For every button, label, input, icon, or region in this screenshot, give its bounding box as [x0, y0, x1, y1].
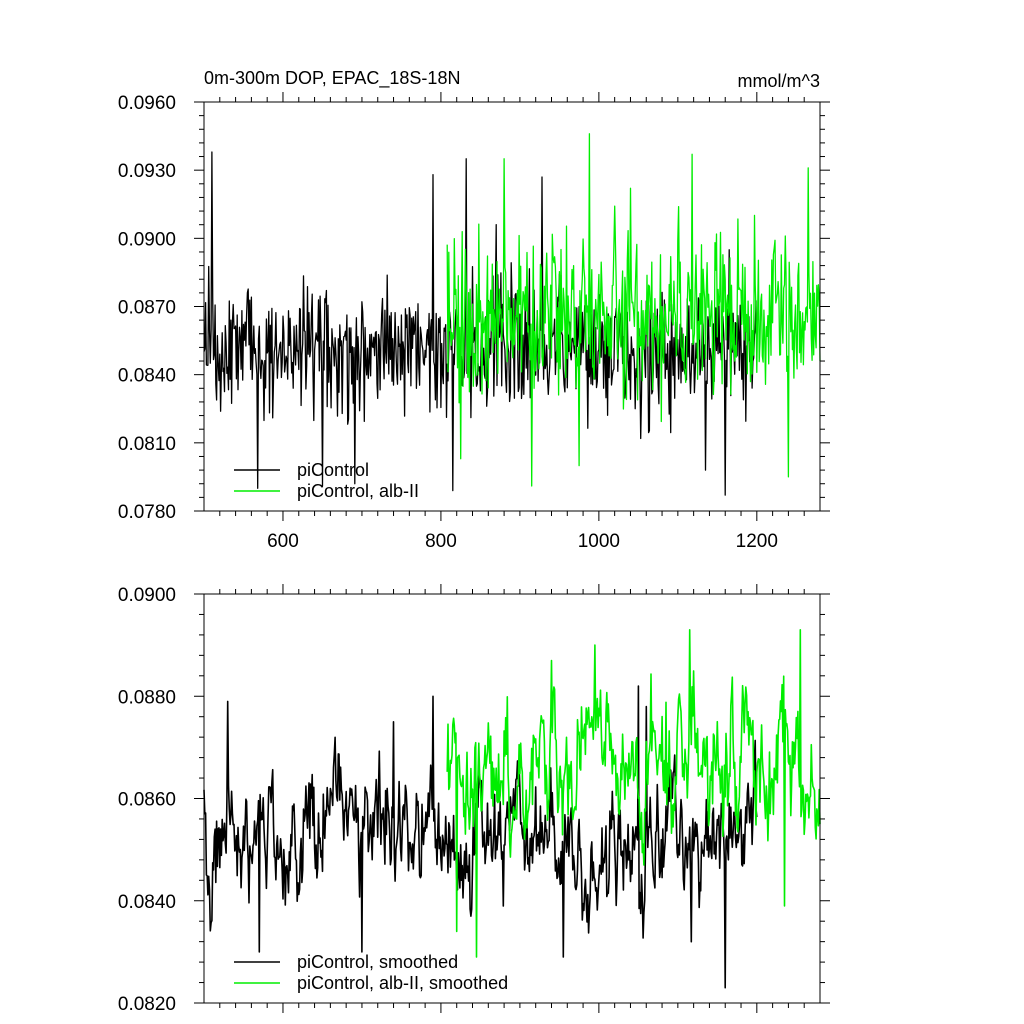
legend-label-alb-ii: piControl, alb-II	[297, 481, 419, 501]
x-tick-label: 1200	[736, 531, 778, 552]
y-tick-label: 0.0840	[118, 892, 176, 913]
y-tick-label: 0.0880	[118, 687, 176, 708]
legend-label-alb-ii-smoothed: piControl, alb-II, smoothed	[297, 973, 508, 993]
top-chart-title: 0m-300m DOP, EPAC_18S-18N	[204, 68, 460, 89]
bottom-legend: piControl, smoothed piControl, alb-II, s…	[234, 952, 508, 993]
y-tick-label: 0.0960	[118, 93, 176, 114]
series-line-picontrol	[203, 151, 758, 496]
top-axis-ticks: 600 800 1000 1200 0.0780 0.0810 0.0840 0.0870 0.…	[118, 92, 830, 552]
y-tick-label: 0.0840	[118, 366, 176, 387]
top-legend: piControl piControl, alb-II	[234, 460, 419, 501]
series-line-alb-ii	[446, 133, 821, 487]
bottom-axis-ticks: 0.0820 0.0840 0.0860 0.0880 0.0900	[118, 584, 830, 1015]
top-series-layer	[203, 133, 821, 496]
y-tick-label: 0.0810	[118, 434, 176, 455]
y-tick-label: 0.0900	[118, 229, 176, 250]
x-tick-label: 1000	[578, 531, 620, 552]
x-tick-label: 600	[267, 531, 299, 552]
legend-label-picontrol: piControl	[297, 460, 369, 480]
y-tick-label: 0.0780	[118, 502, 176, 523]
y-tick-label: 0.0900	[118, 585, 176, 606]
y-tick-label: 0.0860	[118, 790, 176, 811]
series-line-picontrol-smoothed	[203, 685, 758, 989]
y-tick-label: 0.0930	[118, 161, 176, 182]
bottom-panel: 0.0820 0.0840 0.0860 0.0880 0.0900 piControl…	[118, 584, 830, 1015]
top-units-label: mmol/m^3	[738, 71, 820, 91]
y-tick-label: 0.0820	[118, 994, 176, 1015]
series-line-alb-ii-smoothed	[446, 629, 821, 958]
y-tick-label: 0.0870	[118, 298, 176, 319]
top-panel: 600 800 1000 1200 0.0780 0.0810 0.0840 0.0870 0.…	[118, 68, 830, 552]
bottom-series-layer	[203, 629, 821, 989]
legend-label-picontrol-smoothed: piControl, smoothed	[297, 952, 458, 972]
x-tick-label: 800	[425, 531, 457, 552]
